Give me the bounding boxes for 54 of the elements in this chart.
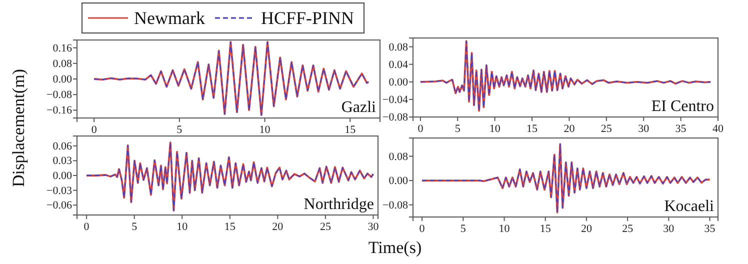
y-tick-label: 0.00 (388, 175, 408, 188)
text: Kocaeli (664, 198, 715, 215)
y-tick-label: −0.16 (46, 104, 72, 117)
x-tick-label: 0 (84, 220, 90, 233)
legend-label: HCFF-PINN (260, 8, 354, 28)
x-tick-label: 10 (176, 220, 188, 233)
y-tick-label: 0.08 (52, 58, 72, 70)
x-tick-label: 30 (368, 220, 380, 233)
y-tick-label: 0.06 (52, 140, 72, 152)
x-tick-label: 10 (259, 124, 271, 136)
x-tick-label: 20 (580, 222, 592, 235)
x-tick-label: 25 (320, 220, 332, 233)
y-tick-label: 0.03 (52, 155, 72, 168)
x-tick-label: 30 (663, 222, 675, 235)
x-tick-label: 15 (344, 124, 356, 136)
y-tick-label: 0.08 (388, 41, 408, 54)
x-tick-label: 35 (704, 222, 716, 235)
x-tick-label: 10 (489, 122, 501, 135)
x-tick-label: 0 (419, 222, 426, 235)
x-tick-label: 20 (272, 220, 284, 233)
y-axis-title: Displacement(m) (9, 68, 28, 188)
x-tick-label: 5 (176, 124, 183, 136)
x-tick-label: 0 (91, 124, 98, 136)
y-tick-label: −0.06 (46, 200, 72, 212)
x-tick-label: 5 (460, 222, 466, 235)
y-tick-label: 0.00 (52, 170, 72, 182)
x-tick-label: 10 (498, 222, 510, 235)
x-tick-label: 15 (540, 222, 552, 235)
x-tick-label: 20 (564, 122, 576, 135)
x-tick-label: 0 (418, 122, 424, 135)
x-axis-title: Time(s) (368, 238, 422, 257)
x-tick-label: 25 (600, 122, 612, 135)
x-tick-label: 35 (675, 122, 687, 135)
x-tick-label: 5 (132, 220, 138, 233)
text: Gazli (341, 99, 377, 116)
y-tick-label: −0.08 (382, 199, 408, 212)
y-tick-label: −0.08 (382, 112, 408, 124)
x-tick-label: 30 (638, 122, 650, 135)
x-tick-label: 25 (622, 222, 634, 235)
x-tick-label: 5 (454, 122, 461, 135)
y-tick-label: −0.03 (46, 184, 72, 197)
legend-label: Newmark (134, 8, 205, 28)
text: EI Centro (651, 98, 714, 115)
y-tick-label: −0.08 (46, 89, 72, 102)
y-tick-label: 0.04 (388, 58, 408, 71)
text: Northridge (304, 196, 374, 213)
x-tick-label: 15 (526, 122, 538, 135)
y-tick-label: 0.08 (388, 150, 408, 163)
x-tick-label: 40 (712, 122, 724, 135)
y-tick-label: 0.00 (388, 76, 408, 88)
x-tick-label: 15 (224, 220, 236, 233)
y-tick-label: 0.16 (52, 42, 72, 54)
y-tick-label: 0.00 (52, 74, 72, 86)
y-tick-label: −0.04 (382, 94, 408, 106)
